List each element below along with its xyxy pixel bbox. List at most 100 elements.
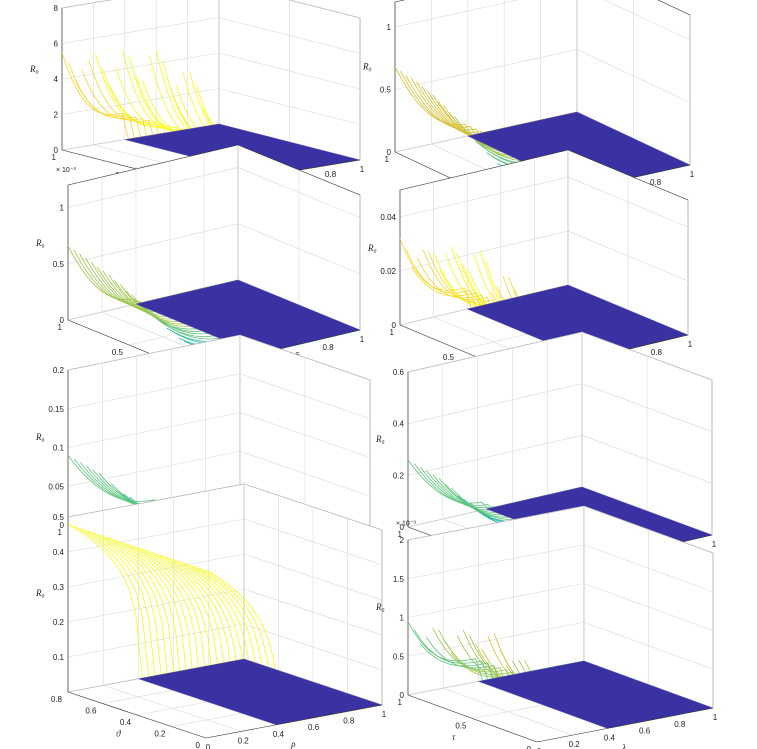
z-tick-label: 0.3	[53, 583, 65, 592]
z-gridline	[61, 0, 361, 19]
x-axis-line	[205, 704, 383, 739]
z-gridline	[61, 17, 361, 54]
z-gridline	[67, 588, 383, 636]
x-tick-label: 0	[206, 743, 211, 749]
x-tick-label: 1	[360, 335, 365, 344]
z-gridline	[399, 176, 689, 228]
x-tick-label: 0.8	[651, 348, 663, 357]
z-tick-label: 0.1	[53, 653, 65, 662]
z-gridline	[67, 412, 371, 458]
y-tick-label: 1	[385, 155, 390, 164]
z-tick-label: 0.4	[393, 420, 405, 429]
x-axis-line	[536, 707, 714, 743]
y-tick-label: 0	[527, 745, 532, 749]
y-tick-label: 0.2	[154, 730, 166, 739]
z-tick-label: 0.5	[53, 513, 65, 522]
z-tick-label: 1	[400, 614, 405, 623]
z-gridline	[67, 518, 383, 566]
z-tick-label: 0	[60, 316, 65, 325]
z-tick-label: 1	[60, 204, 65, 213]
z-exponent-label: × 10⁻³	[396, 521, 417, 528]
y-tick-label: 0	[196, 741, 201, 749]
y-axis-label: ϑ	[116, 729, 121, 739]
z-tick-label: 0.5	[380, 86, 392, 95]
z-tick-label: 1.5	[393, 575, 405, 584]
x-tick-label: 0.8	[322, 343, 334, 352]
y-tick-label: 1	[398, 698, 403, 707]
y-axis-line	[407, 694, 538, 743]
z-tick-label: 2	[54, 111, 59, 120]
z-tick-label: 0.05	[48, 482, 64, 491]
z-axis-label: R₀	[35, 588, 45, 598]
y-tick-label: 0.4	[120, 718, 132, 727]
z-axis-label: R₀	[375, 434, 385, 444]
z-tick-label: 6	[54, 40, 59, 49]
z-tick-label: 0.5	[393, 652, 405, 661]
y-tick-label: 1	[58, 528, 63, 537]
z-tick-label: 0.2	[53, 618, 65, 627]
x-tick-label: 0.4	[273, 730, 285, 739]
x-tick-label: 1	[713, 713, 718, 722]
x-tick-label: 0.6	[308, 723, 320, 732]
z-tick-label: 4	[54, 75, 59, 84]
x-tick-label: 0.6	[639, 727, 651, 736]
z-tick-label: 0.6	[393, 368, 405, 377]
z-axis-label: R₀	[35, 238, 45, 248]
z-tick-label: 0.2	[393, 471, 405, 480]
y-tick-label: 1	[390, 328, 395, 337]
z-tick-label: 0.15	[48, 405, 64, 414]
z-tick-label: 0	[392, 321, 397, 330]
x-tick-label: 1	[712, 540, 717, 549]
z-tick-label: 0	[400, 523, 405, 532]
z-gridline	[67, 623, 383, 671]
z-tick-label: 0	[387, 148, 392, 157]
z-tick-label: 2	[400, 536, 405, 545]
x-tick-label: 0	[537, 747, 542, 749]
chart-panel-p7: 0.1 0.2 0.3 0.4 0.5 R₀ 0 0.2 0.4 0.6 0.8 1 0 0.2 0.4 0.…	[35, 483, 387, 749]
z-gridline	[394, 49, 691, 103]
y-axis-line	[67, 691, 207, 739]
z-gridline	[67, 373, 371, 420]
z-tick-label: 0.2	[53, 366, 65, 375]
z-gridline	[394, 0, 691, 41]
z-gridline	[61, 52, 361, 90]
z-gridline	[407, 505, 714, 554]
x-tick-label: 1	[360, 165, 365, 174]
z-gridline	[407, 583, 714, 631]
z-gridline	[407, 621, 714, 670]
y-tick-label: 1	[58, 323, 63, 332]
x-tick-label: 0.2	[238, 736, 250, 745]
y-tick-label: 0.5	[443, 353, 455, 362]
z-gridline	[61, 88, 361, 125]
z-tick-label: 0.1	[53, 444, 65, 453]
z-gridline	[67, 553, 383, 601]
z-axis-label: R₀	[375, 602, 385, 612]
x-tick-label: 0.8	[650, 178, 662, 187]
y-tick-label: 0.5	[455, 722, 467, 731]
z-exponent-label: × 10⁻³	[56, 167, 77, 174]
z-gridline	[407, 435, 713, 484]
z-tick-label: 0.02	[380, 267, 396, 276]
y-tick-label: 0.8	[51, 695, 63, 704]
z-gridline	[67, 334, 371, 381]
x-tick-label: 1	[688, 340, 693, 349]
x-axis-label: ρ	[290, 739, 296, 749]
z-tick-label: 0.5	[53, 260, 65, 269]
z-gridline	[67, 483, 383, 531]
z-gridline	[67, 450, 371, 497]
y-tick-label: 1	[52, 153, 57, 162]
z-axis-label: R₀	[29, 64, 39, 74]
z-tick-label: 0.04	[380, 213, 396, 222]
x-axis-label: λ	[621, 743, 626, 749]
y-tick-label: 0.6	[85, 707, 97, 716]
x-tick-label: 0.8	[674, 720, 686, 729]
y-axis-label: τ	[452, 732, 456, 742]
x-tick-label: 0.8	[325, 170, 337, 179]
z-tick-label: 0.4	[53, 548, 65, 557]
z-axis-label: R₀	[367, 243, 377, 253]
